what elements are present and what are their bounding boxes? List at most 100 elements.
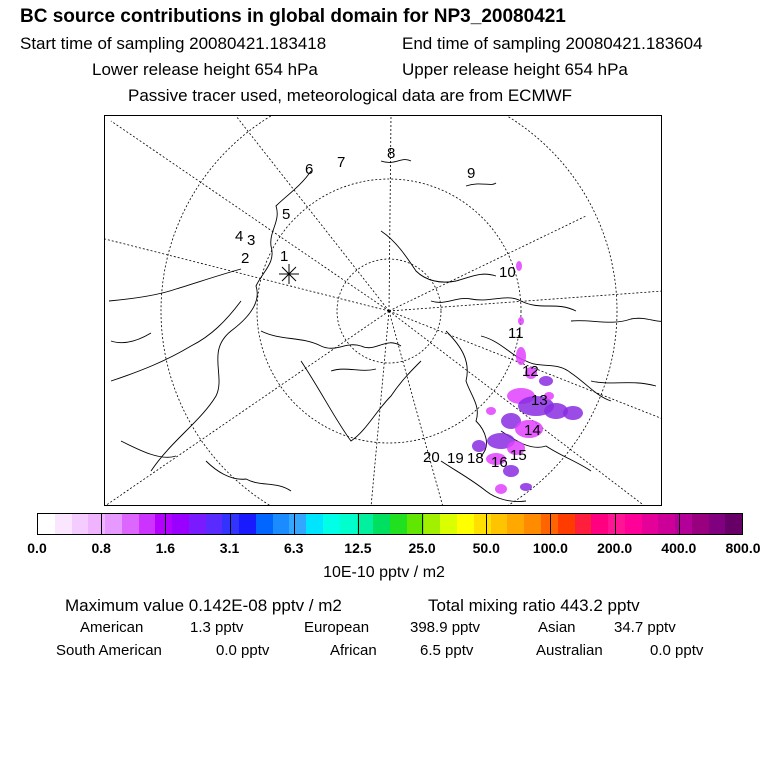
track-label-1: 1	[280, 248, 288, 265]
plume-patch	[486, 407, 496, 415]
colorbar-tick-label: 50.0	[472, 540, 500, 556]
colorbar-swatch	[423, 514, 441, 534]
lower-release-height: Lower release height 654 hPa	[92, 60, 318, 79]
colorbar-swatch	[323, 514, 340, 534]
colorbar-tick-label: 3.1	[219, 540, 240, 556]
plume-patch	[501, 413, 521, 429]
colorbar-swatch	[188, 514, 206, 534]
colorbar-tick-label: 100.0	[532, 540, 568, 556]
polar-map: 1 2 3 4 5 6 7 8 9 10 11 12 13 14 15 16 1…	[104, 115, 662, 506]
colorbar-swatch	[356, 514, 374, 534]
region-value-african: 6.5 pptv	[420, 642, 474, 659]
plume-patch	[516, 347, 526, 365]
colorbar-swatch	[138, 514, 156, 534]
colorbar-swatch	[172, 514, 189, 534]
region-value-south-american: 0.0 pptv	[216, 642, 270, 659]
colorbar-swatch	[624, 514, 642, 534]
map-svg: 1 2 3 4 5 6 7 8 9 10 11 12 13 14 15 16 1…	[105, 116, 661, 505]
colorbar-tick-label: 1.6	[155, 540, 176, 556]
colorbar-swatch	[725, 514, 743, 534]
colorbar-swatch	[222, 514, 240, 534]
region-name-american: American	[80, 619, 144, 636]
colorbar-tick-label: 25.0	[408, 540, 436, 556]
colorbar-swatch	[658, 514, 676, 534]
region-name-asian: Asian	[538, 619, 576, 636]
colorbar-tick-mark	[678, 513, 680, 535]
meridians	[105, 116, 661, 505]
plume-patch	[539, 376, 553, 386]
track-label-8: 8	[387, 145, 395, 162]
colorbar-tick-label: 0.8	[91, 540, 111, 556]
track-label-13: 13	[531, 392, 548, 409]
lat-circle-60	[160, 116, 618, 505]
plume-patch	[518, 317, 524, 325]
colorbar-swatch	[608, 514, 625, 534]
track-label-10: 10	[499, 264, 516, 281]
colorbar-swatch	[38, 514, 55, 534]
colorbar-tick-label: 12.5	[344, 540, 372, 556]
track-label-9: 9	[467, 165, 475, 182]
colorbar-swatch	[490, 514, 508, 534]
colorbar-swatch	[524, 514, 541, 534]
maximum-value: Maximum value 0.142E-08 pptv / m2	[65, 596, 342, 615]
colorbar-tick-mark	[550, 513, 552, 535]
colorbar-tick-mark	[165, 513, 167, 535]
region-name-australian: Australian	[536, 642, 603, 659]
colorbar-tick-mark	[357, 513, 359, 535]
colorbar-swatch	[507, 514, 525, 534]
colorbar-swatch	[155, 514, 173, 534]
colorbar-swatch	[591, 514, 609, 534]
start-time: Start time of sampling 20080421.183418	[20, 34, 327, 53]
plume-patch	[563, 406, 583, 420]
colorbar-swatch	[641, 514, 659, 534]
colorbar-swatch	[440, 514, 458, 534]
latitude-circles	[160, 116, 618, 505]
track-label-15: 15	[510, 447, 527, 464]
colorbar	[37, 513, 743, 535]
total-mixing-ratio: Total mixing ratio 443.2 pptv	[428, 596, 640, 615]
region-value-asian: 34.7 pptv	[614, 619, 676, 636]
region-name-european: European	[304, 619, 370, 636]
colorbar-tick-mark	[101, 513, 103, 535]
coastlines	[108, 159, 661, 502]
colorbar-swatch	[205, 514, 223, 534]
track-label-12: 12	[522, 363, 539, 380]
plume-patch	[503, 465, 519, 477]
colorbar-tick-label: 200.0	[597, 540, 633, 556]
region-name-african: African	[330, 642, 377, 659]
colorbar-swatch	[306, 514, 324, 534]
model-note: Passive tracer used, meteorological data…	[128, 86, 573, 105]
colorbar-swatch	[390, 514, 407, 534]
colorbar-swatch	[255, 514, 273, 534]
colorbar-swatch	[457, 514, 474, 534]
plume-patch	[525, 367, 537, 379]
track-labels: 1 2 3 4 5 6 7 8 9 10 11 12 13 14 15 16 1…	[235, 145, 548, 471]
track-label-7: 7	[337, 154, 345, 171]
plume-patch	[472, 440, 486, 452]
plume-patch	[486, 453, 506, 465]
end-time: End time of sampling 20080421.183604	[402, 34, 703, 53]
track-label-20: 20	[423, 449, 440, 466]
colorbar-tick-mark	[614, 513, 616, 535]
plume-patch	[515, 420, 543, 438]
colorbar-tick-label: 0.0	[27, 540, 47, 556]
plume-patch	[516, 261, 522, 271]
lat-circle-70	[256, 178, 522, 444]
colorbar-swatch	[473, 514, 491, 534]
colorbar-swatch	[121, 514, 139, 534]
colorbar-swatch	[691, 514, 709, 534]
colorbar-swatch	[540, 514, 558, 534]
upper-release-height: Upper release height 654 hPa	[402, 60, 628, 79]
plume-patch	[520, 483, 532, 491]
track-label-5: 5	[282, 206, 290, 223]
plume-patch	[544, 392, 554, 400]
track-label-3: 3	[247, 232, 255, 249]
colorbar-swatch	[239, 514, 256, 534]
colorbar-swatch	[373, 514, 391, 534]
colorbar-tick-mark	[486, 513, 488, 535]
colorbar-swatch	[71, 514, 89, 534]
release-point-marker	[279, 264, 299, 284]
colorbar-tick-label: 6.3	[283, 540, 304, 556]
colorbar-units: 10E-10 pptv / m2	[323, 564, 445, 581]
bc-plume	[472, 261, 583, 494]
